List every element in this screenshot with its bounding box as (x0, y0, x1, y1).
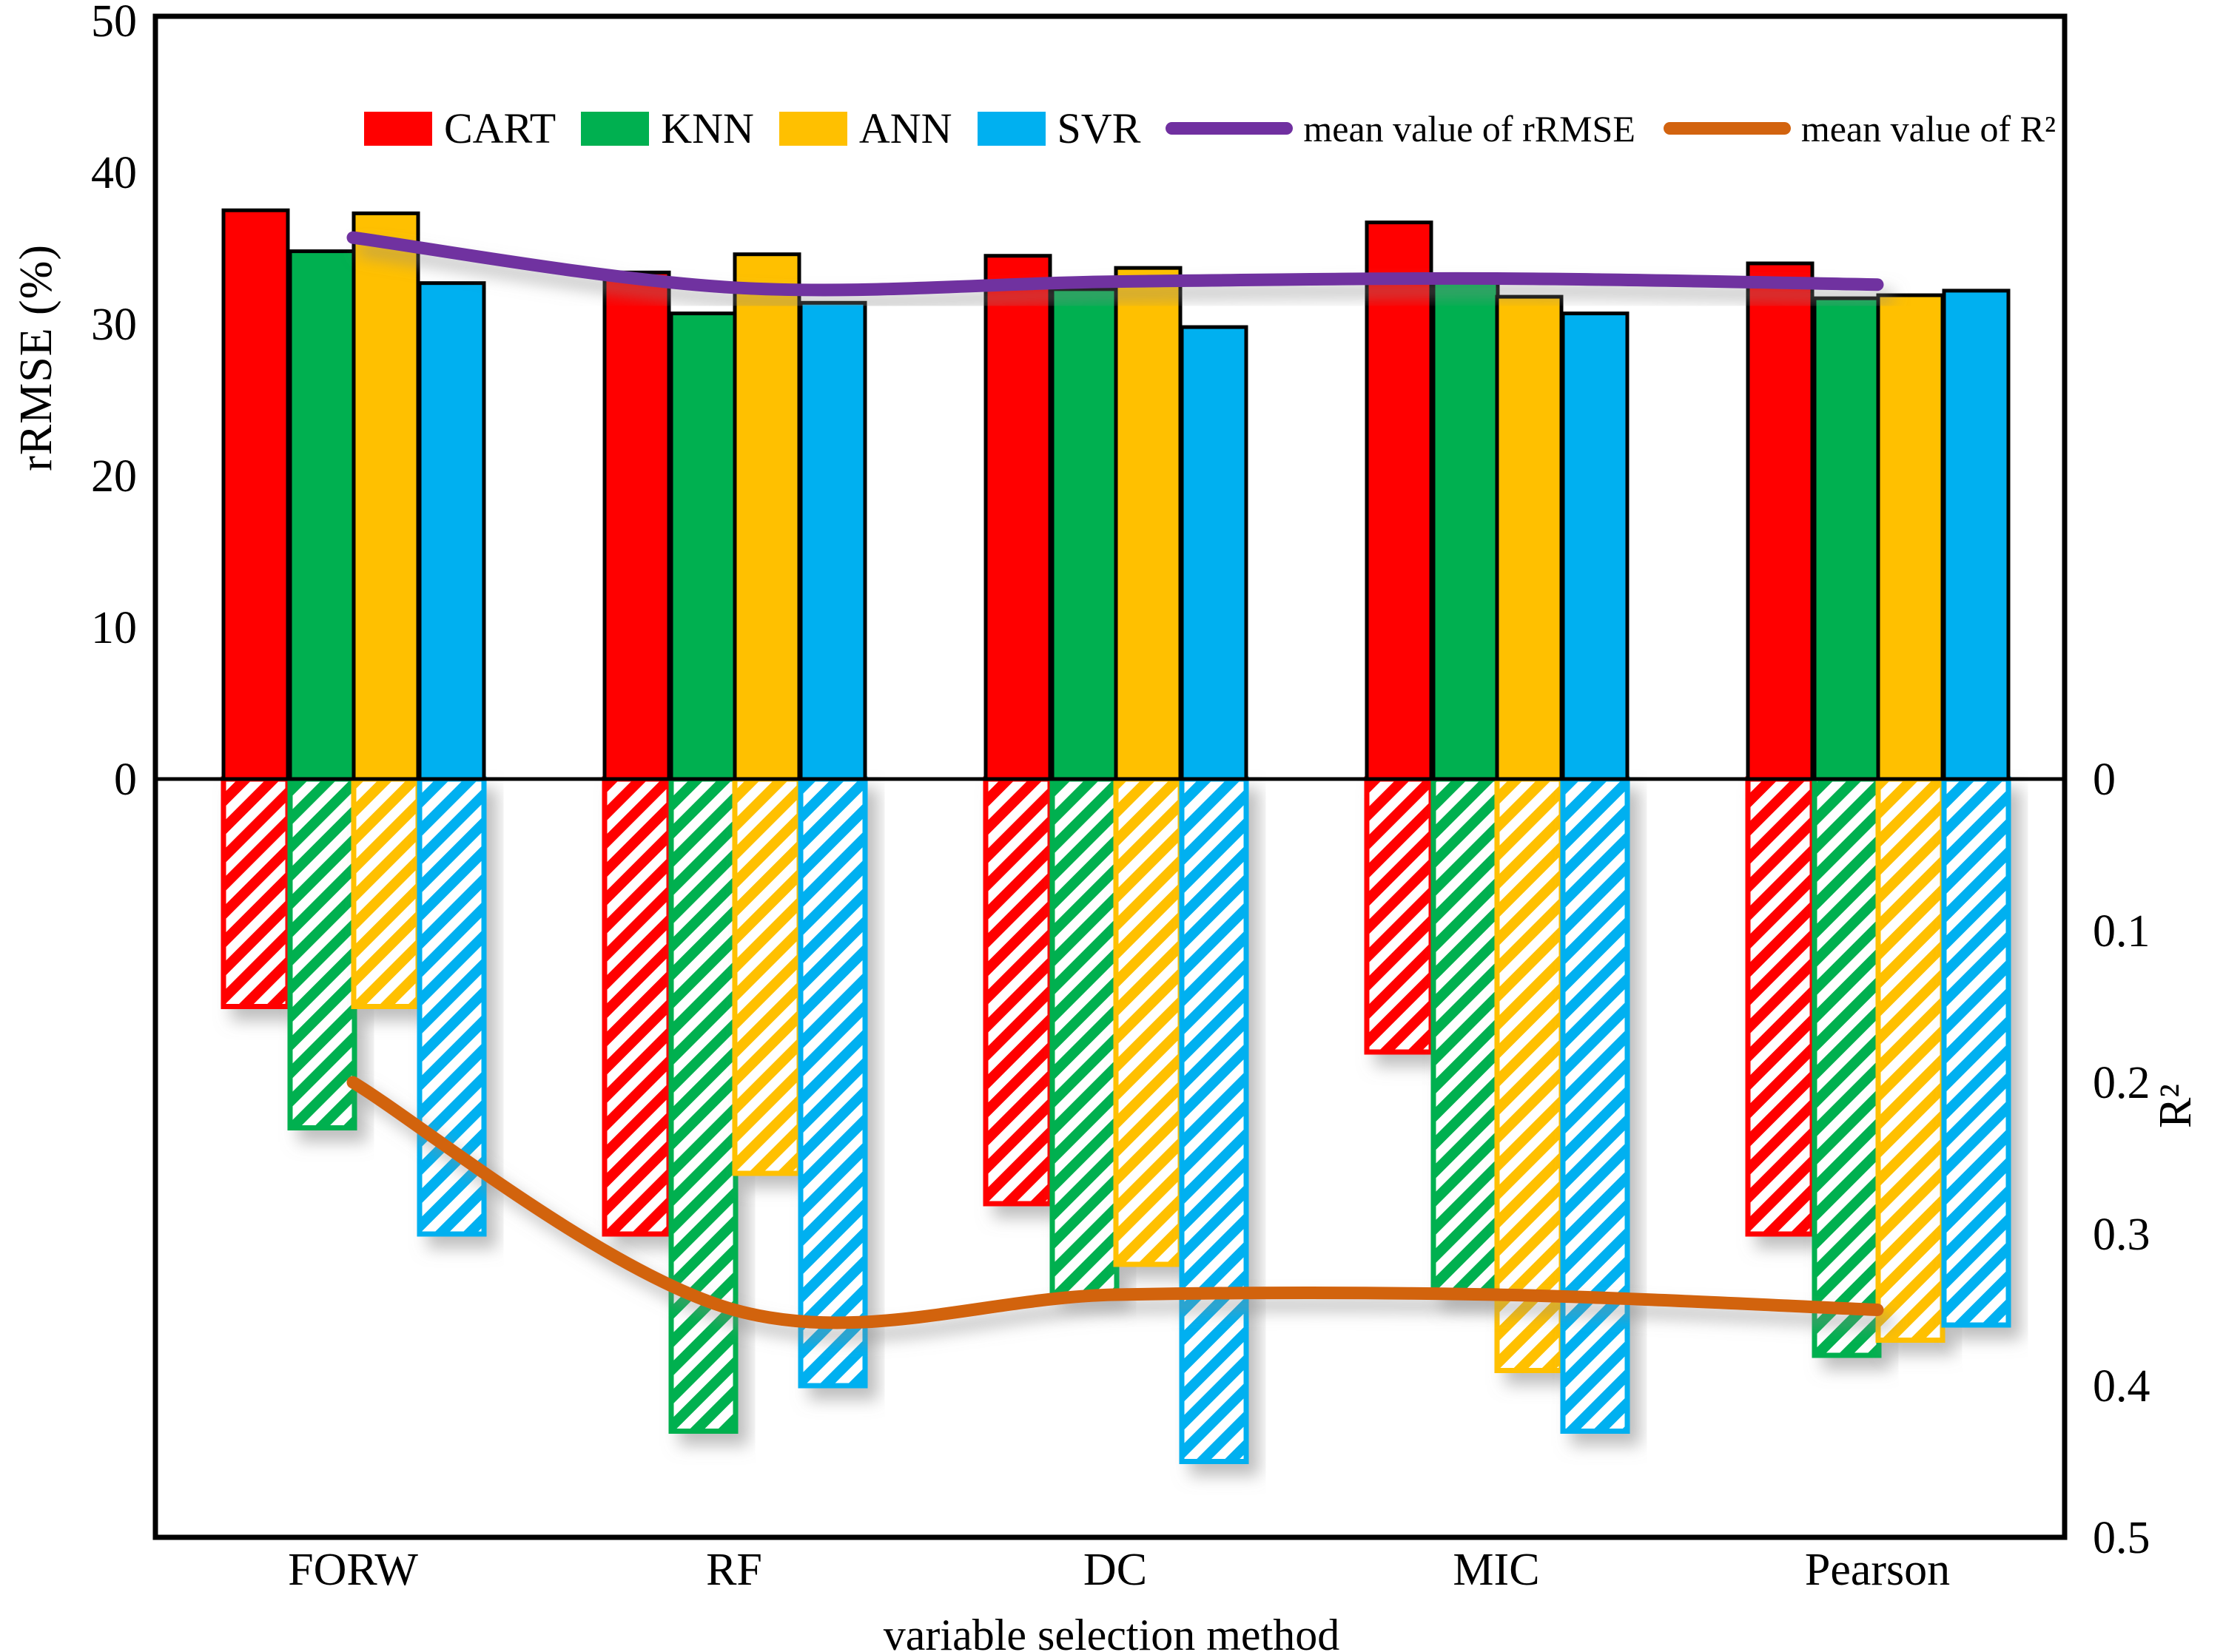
right-axis-tick-label: 0 (2093, 755, 2116, 805)
rrmse-bar-knn-mic (1431, 280, 1500, 781)
right-axis-tick-label: 0.2 (2093, 1058, 2150, 1108)
rrmse-bar-knn-pearson (1812, 296, 1881, 781)
rrmse-bar-ann-rf (733, 252, 801, 781)
r2-bar-knn-forw (287, 776, 357, 1130)
r2-bar-knn-pearson (1812, 776, 1882, 1358)
rrmse-bar-knn-dc (1050, 287, 1119, 781)
category-label-forw: FORW (288, 1545, 418, 1595)
right-axis-tick-label: 0.4 (2093, 1361, 2150, 1412)
rrmse-bar-cart-forw (221, 208, 290, 781)
legend-label-knn: KNN (661, 104, 754, 152)
r2-bar-cart-forw (221, 776, 291, 1009)
legend-swatch-knn (581, 111, 650, 146)
r2-bar-svr-pearson (1941, 776, 2011, 1328)
category-label-pearson: Pearson (1805, 1545, 1950, 1595)
left-axis-tick-label: 0 (114, 755, 137, 805)
rrmse-bar-ann-mic (1495, 294, 1564, 781)
rrmse-bar-ann-forw (352, 211, 420, 781)
left-axis-tick-label: 50 (91, 0, 137, 47)
r2-bar-ann-dc (1113, 776, 1183, 1267)
plot-border (152, 13, 2068, 1540)
legend-swatch-ann (778, 111, 847, 146)
r2-bar-knn-mic (1430, 776, 1501, 1298)
legend-label-mean-r2: mean value of R² (1800, 107, 2056, 149)
rrmse-bar-svr-dc (1180, 325, 1248, 781)
r2-bar-ann-mic (1494, 776, 1564, 1373)
r2-bar-cart-rf (602, 776, 672, 1237)
mean-rrmse-line (346, 231, 1884, 297)
rrmse-bar-svr-pearson (1942, 289, 2011, 781)
legend-swatch-cart (364, 111, 432, 146)
rrmse-bar-cart-dc (983, 254, 1052, 781)
mean-r2-line (346, 1076, 1884, 1329)
r2-bar-ann-rf (732, 776, 802, 1176)
r2-bar-knn-dc (1049, 776, 1120, 1298)
legend-label-mean-rrmse: mean value of rRMSE (1303, 107, 1635, 149)
x-axis-title: variable selection method (883, 1611, 1340, 1652)
rrmse-bar-svr-forw (417, 281, 486, 781)
right-axis-tick-label: 0.1 (2093, 906, 2150, 957)
rrmse-bar-ann-dc (1114, 266, 1183, 781)
rrmse-bar-svr-rf (798, 300, 867, 781)
r2-bar-svr-dc (1179, 776, 1249, 1464)
left-axis-tick-label: 30 (91, 300, 137, 350)
left-axis-tick-label: 20 (91, 451, 137, 502)
rrmse-bar-svr-mic (1561, 311, 1630, 781)
r2-bar-ann-forw (351, 776, 421, 1009)
r2-bar-cart-mic (1364, 776, 1434, 1055)
r2-bar-svr-mic (1560, 776, 1630, 1434)
left-axis-title: rRMSE (%) (11, 244, 61, 471)
category-label-dc: DC (1083, 1545, 1147, 1595)
legend-line-swatch-mean-rrmse (1166, 122, 1294, 135)
category-label-mic: MIC (1453, 1545, 1539, 1595)
r2-bar-svr-rf (798, 776, 868, 1389)
category-label-rf: RF (706, 1545, 762, 1595)
rrmse-bar-knn-rf (669, 311, 738, 781)
legend: CART KNN ANN SVR mean value of rRMSE mean val… (364, 104, 2084, 153)
rrmse-bar-cart-rf (602, 270, 671, 781)
r2-bar-svr-forw (417, 776, 487, 1237)
left-axis-tick-label: 10 (91, 603, 137, 653)
rrmse-bar-cart-pearson (1746, 261, 1815, 781)
right-axis-tick-label: 0.5 (2093, 1513, 2150, 1563)
left-axis-tick-label: 40 (91, 148, 137, 198)
r2-bar-knn-rf (668, 776, 739, 1434)
rrmse-bar-cart-mic (1365, 220, 1433, 781)
r2-bar-cart-pearson (1745, 776, 1815, 1237)
legend-label-svr: SVR (1057, 104, 1141, 152)
legend-line-swatch-mean-r2 (1663, 122, 1791, 135)
rrmse-bar-ann-pearson (1876, 293, 1945, 781)
r2-bar-ann-pearson (1875, 776, 1945, 1343)
legend-label-ann: ANN (858, 104, 952, 152)
right-axis-tick-label: 0.3 (2093, 1210, 2150, 1260)
rrmse-bar-knn-forw (288, 249, 357, 781)
right-axis-title: R² (2150, 1084, 2201, 1128)
legend-swatch-svr (977, 111, 1046, 146)
legend-label-cart: CART (444, 104, 556, 152)
r2-bar-cart-dc (983, 776, 1053, 1207)
